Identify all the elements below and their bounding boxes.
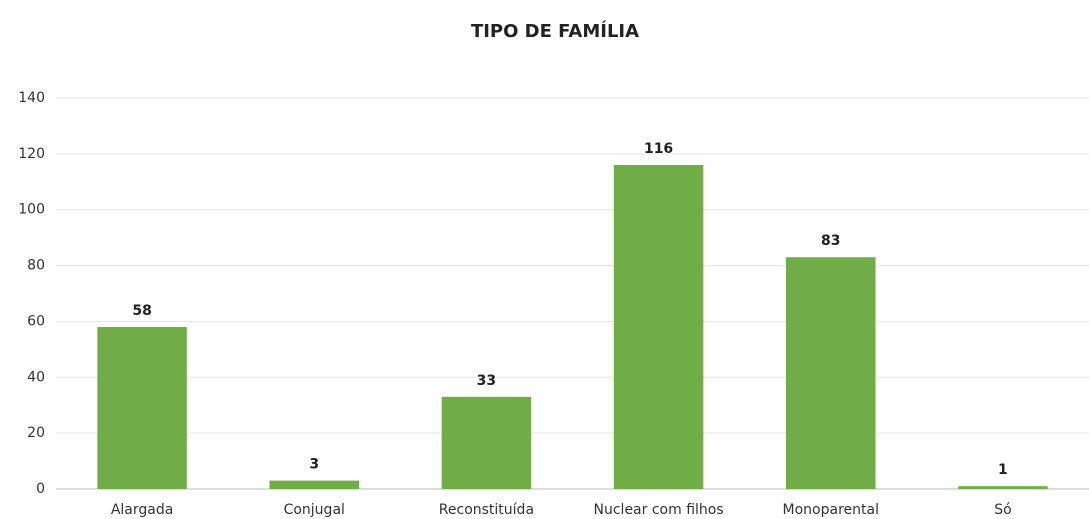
bar [958,486,1048,489]
data-label: 3 [309,457,319,473]
data-label: 1 [998,462,1008,478]
y-tick-label: 80 [27,258,45,274]
data-label: 33 [477,373,496,389]
y-tick-label: 40 [27,369,45,385]
bar [441,396,532,489]
y-tick-label: 20 [27,425,45,441]
data-label: 116 [644,141,673,157]
x-tick-label: Monoparental [783,502,879,518]
x-tick-label: Alargada [111,502,174,518]
data-label: 58 [132,303,151,319]
y-tick-label: 0 [36,481,45,497]
x-tick-label: Só [994,502,1011,518]
chart-title: TIPO DE FAMÍLIA [471,20,639,42]
x-tick-label: Nuclear com filhos [594,502,724,518]
bar [269,480,360,489]
y-tick-label: 120 [18,146,45,162]
bar [785,257,876,489]
bar [613,165,704,489]
y-tick-label: 100 [18,202,45,218]
bar [97,327,187,489]
data-label: 83 [821,233,840,249]
y-tick-label: 60 [27,313,45,329]
x-tick-label: Conjugal [284,502,345,518]
x-tick-label: Reconstituída [439,502,534,518]
y-tick-label: 140 [18,90,45,106]
